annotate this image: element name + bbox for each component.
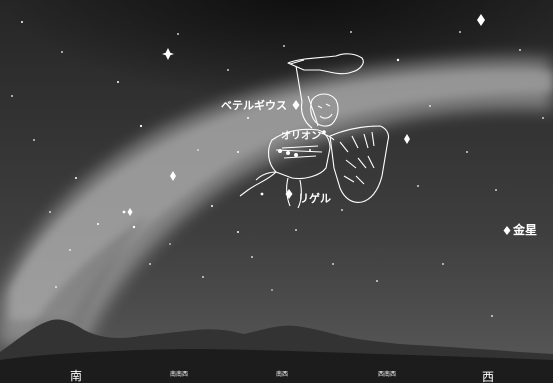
direction-west: 西 [482, 370, 494, 383]
orion-figure [239, 53, 390, 209]
direction-sw: 南西 [276, 370, 288, 378]
bellatrix-star [322, 130, 326, 134]
label-orion: オリオン [281, 130, 321, 142]
orion-stars [260, 100, 326, 199]
belt-star-3 [294, 153, 298, 157]
direction-wsw: 西南西 [378, 370, 396, 378]
direction-sse: 南南西 [170, 370, 188, 378]
rigel-star [285, 189, 293, 199]
label-venus: 金星 [512, 222, 537, 237]
venus-star [503, 226, 511, 235]
direction-south: 南 [70, 368, 82, 383]
label-betelgeuse: ベテルギウス [221, 98, 287, 112]
label-rigel: リゲル [298, 191, 331, 205]
betelgeuse-star [292, 100, 300, 110]
saiph-star [260, 192, 264, 196]
mountains [0, 319, 553, 383]
milky-way [0, 57, 553, 345]
stars [11, 21, 544, 317]
belt-star-1 [278, 149, 282, 153]
belt-star-2 [286, 151, 290, 155]
bright-stars [127, 14, 485, 216]
